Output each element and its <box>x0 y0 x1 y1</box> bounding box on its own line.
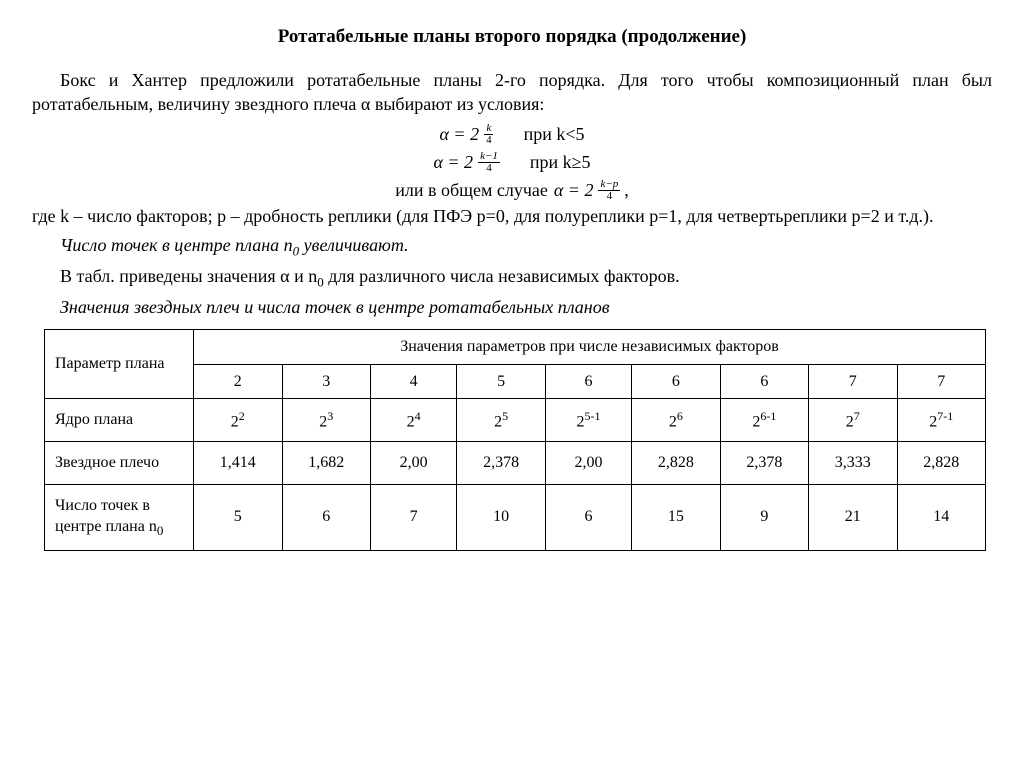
arm-row: Звездное плечо 1,414 1,682 2,00 2,378 2,… <box>45 441 986 484</box>
row3-label: Число точек в центре плана n0 <box>45 484 194 550</box>
param-header: Параметр плана <box>45 330 194 399</box>
group-header: Значения параметров при числе независимы… <box>194 330 986 365</box>
core-cell: 26-1 <box>720 399 808 442</box>
eq3-exponent: k−p 4 <box>598 179 620 202</box>
core-cell: 22 <box>194 399 282 442</box>
core-cell: 27-1 <box>897 399 985 442</box>
formula-1: α = 2 k 4 при k<5 <box>32 120 992 146</box>
parameters-table: Параметр плана Значения параметров при ч… <box>44 329 986 551</box>
eq2-lhs: α = 2 <box>433 150 473 174</box>
row1-label: Ядро плана <box>45 399 194 442</box>
eq1-condition: при k<5 <box>524 122 585 146</box>
core-cell: 26 <box>632 399 720 442</box>
factor-col: 2 <box>194 364 282 399</box>
table-intro: В табл. приведены значения α и n0 для ра… <box>32 264 992 291</box>
core-cell: 25-1 <box>545 399 631 442</box>
page-title: Ротатабельные планы второго порядка (про… <box>32 24 992 50</box>
factor-col: 4 <box>370 364 456 399</box>
core-cell: 24 <box>370 399 456 442</box>
formula-3: или в общем случае α = 2 k−p 4 , <box>32 176 992 202</box>
definition-paragraph: где k – число факторов; p – дробность ре… <box>32 204 992 228</box>
table-caption: Значения звездных плеч и числа точек в ц… <box>32 295 992 319</box>
core-cell: 23 <box>282 399 370 442</box>
core-cell: 27 <box>809 399 897 442</box>
core-cell: 25 <box>457 399 545 442</box>
eq3-pre: или в общем случае <box>395 178 548 202</box>
core-row: Ядро плана 222324 2525-126 26-12727-1 <box>45 399 986 442</box>
center-points-row: Число точек в центре плана n0 5 6 7 10 6… <box>45 484 986 550</box>
factor-col: 7 <box>809 364 897 399</box>
row2-label: Звездное плечо <box>45 441 194 484</box>
factor-col: 5 <box>457 364 545 399</box>
factor-col: 6 <box>720 364 808 399</box>
factor-col: 3 <box>282 364 370 399</box>
eq1-lhs: α = 2 <box>439 122 479 146</box>
factor-col: 7 <box>897 364 985 399</box>
note-paragraph: Число точек в центре плана n0 увеличиваю… <box>32 233 992 260</box>
factor-col: 6 <box>632 364 720 399</box>
intro-paragraph: Бокс и Хантер предложили ротатабельные п… <box>32 68 992 117</box>
eq2-exponent: k−1 4 <box>478 151 500 174</box>
eq3-lhs: α = 2 <box>554 178 594 202</box>
eq1-exponent: k 4 <box>484 123 494 146</box>
formula-2: α = 2 k−1 4 при k≥5 <box>32 148 992 174</box>
factor-col: 6 <box>545 364 631 399</box>
eq3-post: , <box>624 178 629 202</box>
eq2-condition: при k≥5 <box>530 150 591 174</box>
